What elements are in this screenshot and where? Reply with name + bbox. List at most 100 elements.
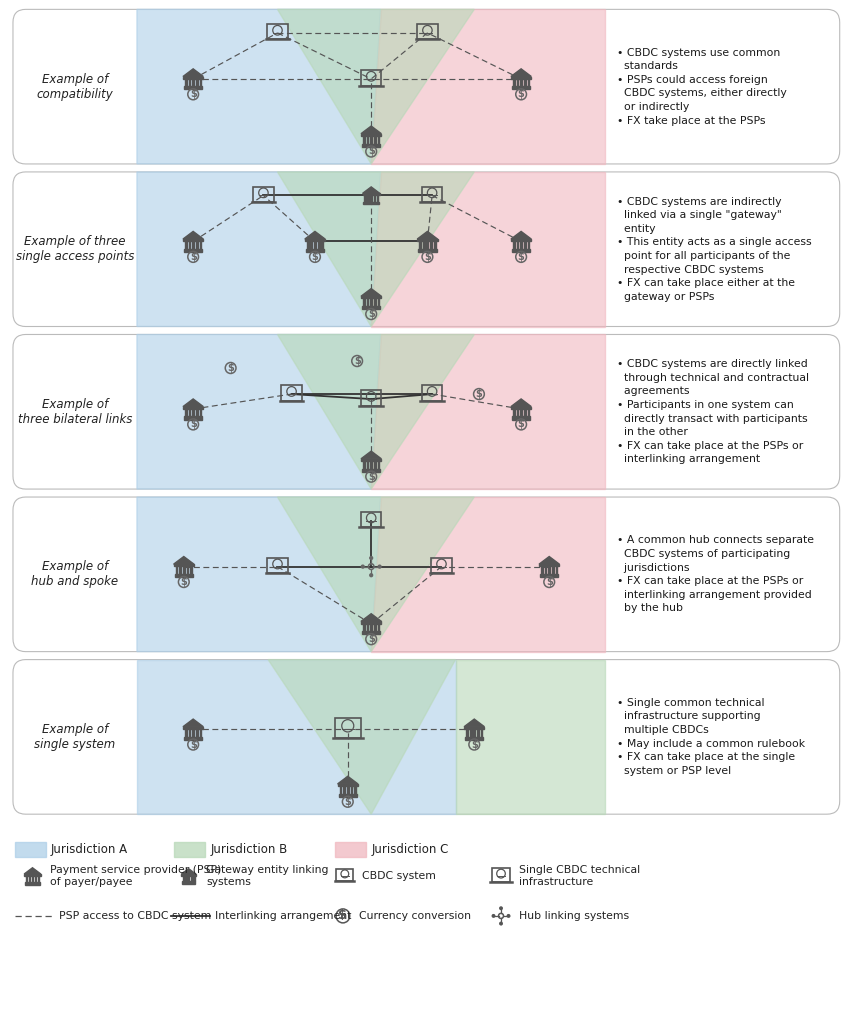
Bar (361, 71, 381, 86)
Bar (422, 385, 443, 400)
Bar (189, 79, 191, 86)
Circle shape (507, 914, 510, 918)
Polygon shape (371, 497, 606, 651)
Bar (306, 249, 324, 252)
Bar (512, 249, 530, 252)
Bar (199, 79, 201, 86)
Bar (511, 77, 532, 79)
Bar (196, 409, 198, 417)
Bar (38, 876, 39, 882)
Bar (374, 196, 375, 202)
Bar (350, 786, 352, 794)
Polygon shape (137, 9, 381, 164)
Polygon shape (183, 719, 204, 727)
Bar (183, 239, 204, 242)
Bar (306, 242, 309, 249)
Bar (370, 196, 372, 202)
Bar (370, 136, 372, 143)
Bar (185, 242, 186, 249)
Bar (335, 842, 366, 857)
Bar (199, 409, 201, 417)
Bar (335, 718, 361, 737)
Bar (540, 574, 558, 578)
Bar (184, 249, 202, 252)
Polygon shape (417, 231, 438, 239)
Bar (481, 729, 482, 736)
FancyBboxPatch shape (13, 659, 840, 814)
Text: • Single common technical
  infrastructure supporting
  multiple CBDCs
• May inc: • Single common technical infrastructure… (617, 698, 805, 776)
Bar (378, 461, 380, 469)
Text: $: $ (471, 739, 477, 750)
Bar (363, 461, 365, 469)
Bar (511, 239, 532, 242)
Text: Jurisdiction C: Jurisdiction C (371, 843, 449, 856)
Bar (347, 786, 349, 794)
Bar (378, 624, 380, 631)
Bar (548, 566, 550, 574)
Bar (477, 729, 479, 736)
Bar (513, 79, 514, 86)
Bar (281, 385, 302, 400)
Text: Interlinking arrangement: Interlinking arrangement (215, 911, 351, 921)
Text: $: $ (344, 797, 351, 807)
Bar (370, 298, 372, 306)
Bar (430, 242, 432, 249)
Bar (184, 86, 202, 89)
Bar (268, 25, 287, 40)
Bar (192, 729, 194, 736)
Bar (556, 566, 557, 574)
Bar (364, 196, 366, 202)
Bar (363, 202, 379, 205)
Bar (183, 876, 184, 882)
Circle shape (369, 557, 373, 559)
Bar (362, 631, 381, 634)
Bar (545, 566, 546, 574)
Bar (367, 624, 369, 631)
Bar (314, 242, 316, 249)
Bar (368, 196, 369, 202)
Bar (552, 566, 554, 574)
Bar (175, 566, 178, 574)
Bar (469, 729, 471, 736)
Bar (338, 794, 357, 797)
Bar (321, 242, 323, 249)
FancyBboxPatch shape (13, 335, 840, 489)
Polygon shape (511, 231, 532, 239)
Bar (520, 242, 522, 249)
Text: Example of
three bilateral links: Example of three bilateral links (18, 397, 132, 426)
Text: Example of
hub and spoke: Example of hub and spoke (31, 560, 118, 589)
Polygon shape (268, 659, 456, 814)
Circle shape (492, 914, 494, 918)
Bar (189, 242, 191, 249)
Polygon shape (137, 172, 381, 327)
Text: Currency conversion: Currency conversion (360, 911, 471, 921)
Bar (374, 136, 375, 143)
Bar (199, 242, 201, 249)
Text: Hub linking systems: Hub linking systems (519, 911, 629, 921)
Bar (465, 736, 483, 739)
Bar (24, 874, 41, 876)
Bar (173, 564, 194, 566)
Bar (376, 196, 378, 202)
Bar (370, 461, 372, 469)
FancyBboxPatch shape (13, 172, 840, 327)
Bar (28, 876, 30, 882)
Bar (361, 459, 381, 461)
Polygon shape (278, 497, 475, 651)
Bar (185, 409, 186, 417)
Bar (524, 79, 526, 86)
Polygon shape (362, 187, 380, 194)
Text: Single CBDC technical
infrastructure: Single CBDC technical infrastructure (519, 864, 639, 888)
Text: $: $ (180, 577, 187, 587)
Bar (15, 842, 46, 857)
Bar (419, 249, 437, 252)
Polygon shape (278, 172, 475, 327)
Polygon shape (181, 868, 196, 874)
Bar (367, 461, 369, 469)
Bar (32, 876, 34, 882)
Bar (183, 727, 204, 729)
Circle shape (362, 565, 364, 568)
Bar (513, 409, 514, 417)
Bar (196, 729, 198, 736)
Text: Example of
compatibility: Example of compatibility (36, 73, 113, 100)
